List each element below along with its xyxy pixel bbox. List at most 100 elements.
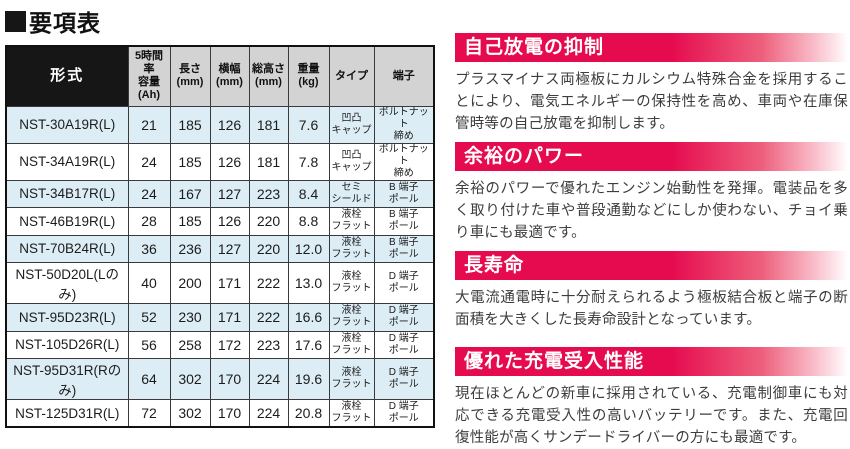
cell-type: 液栓 フラット [328, 358, 375, 400]
cell-length: 302 [169, 358, 211, 400]
cell-height: 222 [248, 303, 289, 332]
section-body: 余裕のパワーで優れたエンジン始動性を発揮。電装品を多く取り付けた車や普段通勤など… [455, 181, 848, 241]
column-header-length: 長さ (mm) [169, 45, 211, 107]
column-header-width: 横幅 (mm) [209, 45, 250, 107]
cell-capacity: 24 [127, 142, 171, 181]
cell-type: 液栓 フラット [328, 234, 375, 263]
table-row: NST-34B17R(L) 24 167 127 223 8.4 セミ シールド B 端子 ポ… [5, 179, 435, 208]
column-header-type: タイプ [328, 45, 375, 107]
section-heading: 自己放電の抑制 [455, 33, 848, 62]
cell-type: セミ シールド [328, 179, 375, 208]
cell-width: 171 [209, 303, 250, 332]
table-row: NST-95D23R(L) 52 230 171 222 16.6 液栓 フラット D 端子 … [5, 303, 435, 332]
cell-length: 236 [169, 234, 211, 263]
feature-section-long-life: 長寿命 大電流通電時に十分耐えられるよう極板結合板と端子の断面積を大きくした長寿… [455, 251, 848, 331]
section-body: 大電流通電時に十分耐えられるよう極板結合板と端子の断面積を大きくした長寿命設計と… [455, 290, 848, 328]
cell-weight: 8.8 [287, 207, 330, 236]
cell-length: 185 [169, 207, 211, 236]
cell-type: 液栓 フラット [328, 262, 375, 304]
column-header-capacity: 5時間率 容量 (Ah) [127, 45, 171, 107]
spec-pane: 要項表 形式 5時間率 容量 (Ah) 長さ (mm) 横幅 (mm) 総高さ (mm)… [5, 4, 445, 428]
section-body: 現在ほとんどの新車に採用されている、充電制御車にも対応できる充電受入性の高いバッ… [455, 386, 848, 446]
cell-capacity: 52 [127, 303, 171, 332]
cell-length: 258 [169, 330, 211, 359]
cell-capacity: 21 [127, 105, 171, 144]
cell-terminal: D 端子 ポール [373, 399, 435, 428]
table-row: NST-95D31R(Rのみ) 64 302 170 224 19.6 液栓 フラット D 端… [5, 358, 435, 400]
cell-width: 171 [209, 262, 250, 304]
cell-width: 127 [209, 234, 250, 263]
cell-terminal: D 端子 ポール [373, 303, 435, 332]
table-row: NST-125D31R(L) 72 302 170 224 20.8 液栓 フラット D 端子… [5, 399, 435, 428]
title-square-icon [5, 10, 26, 32]
cell-weight: 12.0 [287, 234, 330, 263]
cell-height: 223 [248, 179, 289, 208]
cell-length: 185 [169, 142, 211, 181]
feature-section-self-discharge: 自己放電の抑制 プラスマイナス両極板にカルシウム特殊合金を採用することにより、電… [455, 33, 848, 135]
cell-model: NST-95D31R(Rのみ) [5, 358, 129, 400]
cell-terminal: D 端子 ポール [373, 330, 435, 359]
cell-length: 230 [169, 303, 211, 332]
section-heading: 余裕のパワー [455, 142, 848, 171]
spec-table-body: NST-30A19R(L) 21 185 126 181 7.6 凹凸 キャップ ボルトナット… [5, 105, 435, 428]
cell-capacity: 72 [127, 399, 171, 428]
cell-weight: 13.0 [287, 262, 330, 304]
cell-height: 220 [248, 234, 289, 263]
spec-table: 形式 5時間率 容量 (Ah) 長さ (mm) 横幅 (mm) 総高さ (mm) 重量 (… [5, 45, 435, 428]
cell-width: 170 [209, 399, 250, 428]
cell-model: NST-30A19R(L) [5, 105, 129, 144]
cell-terminal: ボルトナット 締め [373, 142, 435, 181]
cell-height: 222 [248, 262, 289, 304]
column-header-height: 総高さ (mm) [248, 45, 289, 107]
section-body: プラスマイナス両極板にカルシウム特殊合金を採用することにより、電気エネルギーの保… [455, 72, 848, 132]
column-header-terminal: 端子 [373, 45, 435, 107]
cell-height: 223 [248, 330, 289, 359]
cell-capacity: 28 [127, 207, 171, 236]
cell-height: 224 [248, 358, 289, 400]
page-title: 要項表 [5, 4, 445, 38]
cell-model: NST-50D20L(Lのみ) [5, 262, 129, 304]
cell-weight: 7.6 [287, 105, 330, 144]
cell-model: NST-34A19R(L) [5, 142, 129, 181]
table-row: NST-105D26R(L) 56 258 172 223 17.6 液栓 フラット D 端子… [5, 330, 435, 359]
cell-capacity: 24 [127, 179, 171, 208]
cell-weight: 20.8 [287, 399, 330, 428]
cell-type: 凹凸 キャップ [328, 105, 375, 144]
table-row: NST-30A19R(L) 21 185 126 181 7.6 凹凸 キャップ ボルトナット… [5, 105, 435, 144]
cell-capacity: 56 [127, 330, 171, 359]
cell-model: NST-34B17R(L) [5, 179, 129, 208]
cell-model: NST-125D31R(L) [5, 399, 129, 428]
cell-model: NST-95D23R(L) [5, 303, 129, 332]
feature-section-power: 余裕のパワー 余裕のパワーで優れたエンジン始動性を発揮。電装品を多く取り付けた車… [455, 142, 848, 244]
cell-weight: 19.6 [287, 358, 330, 400]
cell-model: NST-105D26R(L) [5, 330, 129, 359]
cell-weight: 17.6 [287, 330, 330, 359]
cell-weight: 16.6 [287, 303, 330, 332]
section-heading: 優れた充電受入性能 [455, 347, 848, 376]
column-header-weight: 重量 (kg) [287, 45, 330, 107]
cell-height: 181 [248, 142, 289, 181]
cell-type: 液栓 フラット [328, 207, 375, 236]
cell-terminal: D 端子 ポール [373, 358, 435, 400]
cell-terminal: B 端子 ポール [373, 179, 435, 208]
cell-terminal: B 端子 ポール [373, 234, 435, 263]
cell-height: 220 [248, 207, 289, 236]
feature-section-charge-acceptance: 優れた充電受入性能 現在ほとんどの新車に採用されている、充電制御車にも対応できる… [455, 347, 848, 449]
cell-terminal: D 端子 ポール [373, 262, 435, 304]
cell-length: 200 [169, 262, 211, 304]
table-row: NST-50D20L(Lのみ) 40 200 171 222 13.0 液栓 フラット D 端… [5, 262, 435, 304]
cell-length: 167 [169, 179, 211, 208]
table-row: NST-70B24R(L) 36 236 127 220 12.0 液栓 フラット B 端子 … [5, 234, 435, 263]
cell-type: 凹凸 キャップ [328, 142, 375, 181]
cell-capacity: 36 [127, 234, 171, 263]
cell-length: 185 [169, 105, 211, 144]
cell-type: 液栓 フラット [328, 330, 375, 359]
cell-terminal: ボルトナット 締め [373, 105, 435, 144]
cell-width: 126 [209, 207, 250, 236]
section-heading: 長寿命 [455, 251, 848, 280]
cell-model: NST-46B19R(L) [5, 207, 129, 236]
table-row: NST-34A19R(L) 24 185 126 181 7.8 凹凸 キャップ ボルトナット… [5, 142, 435, 181]
cell-model: NST-70B24R(L) [5, 234, 129, 263]
cell-height: 181 [248, 105, 289, 144]
cell-width: 172 [209, 330, 250, 359]
